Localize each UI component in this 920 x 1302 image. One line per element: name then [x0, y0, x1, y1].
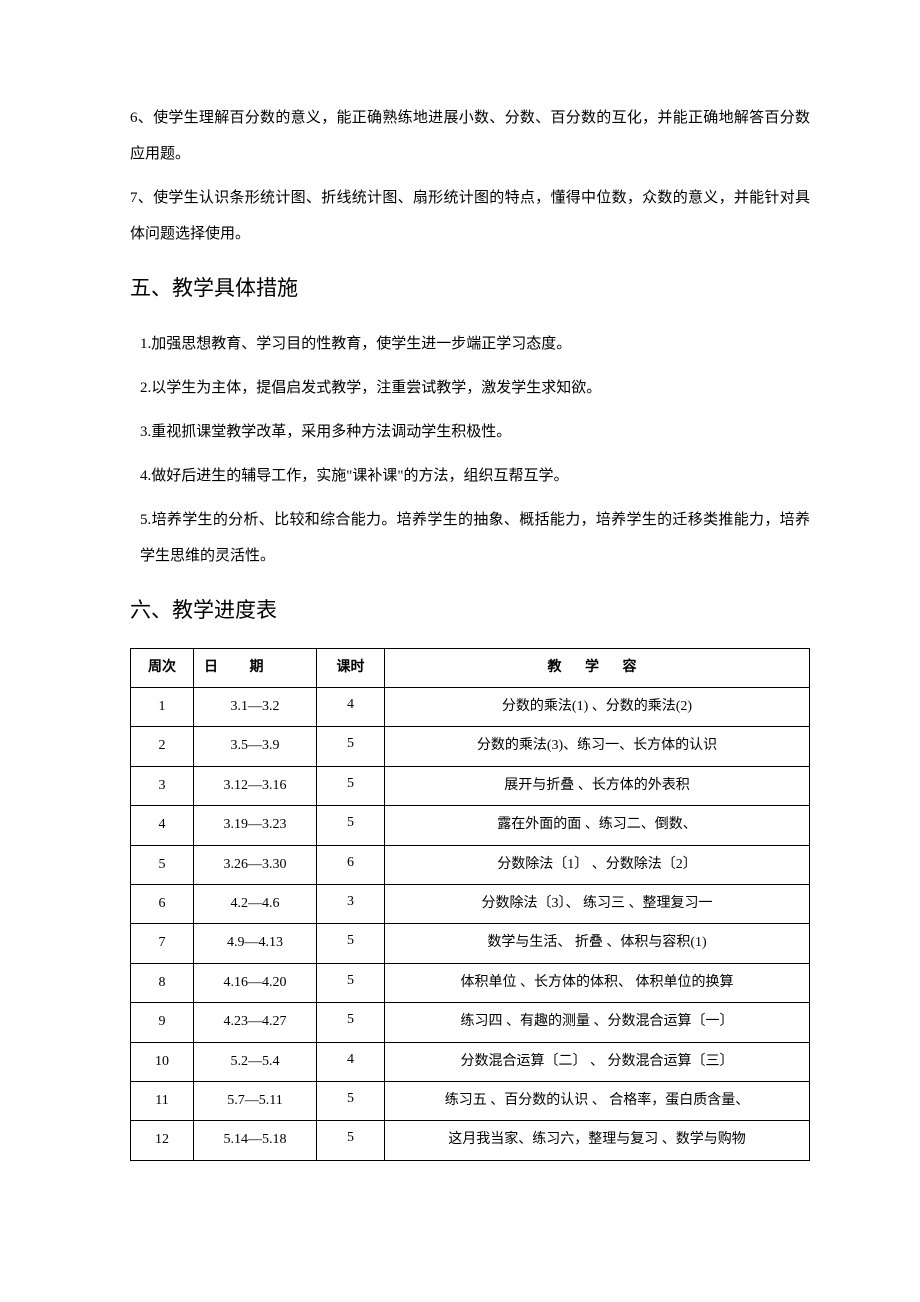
section-6-heading: 六、教学进度表: [130, 592, 810, 630]
cell-content: 展开与折叠 、长方体的外表积: [385, 766, 810, 805]
table-header-row: 周次 日 期 课时 教 学 容: [131, 648, 810, 687]
cell-week: 6: [131, 884, 194, 923]
cell-content: 分数的乘法(1) 、分数的乘法(2): [385, 687, 810, 726]
col-header-content: 教 学 容: [385, 648, 810, 687]
cell-week: 7: [131, 924, 194, 963]
cell-content: 分数混合运算〔二〕 、 分数混合运算〔三〕: [385, 1042, 810, 1081]
cell-week: 10: [131, 1042, 194, 1081]
cell-hours: 5: [317, 1121, 385, 1160]
cell-week: 3: [131, 766, 194, 805]
measure-item-1: 1.加强思想教育、学习目的性教育，使学生进一步端正学习态度。: [130, 326, 810, 362]
cell-hours: 5: [317, 766, 385, 805]
cell-content: 练习四 、有趣的测量 、分数混合运算〔一〕: [385, 1003, 810, 1042]
cell-hours: 5: [317, 1081, 385, 1120]
document-page: 6、使学生理解百分数的意义，能正确熟练地进展小数、分数、百分数的互化，并能正确地…: [0, 0, 920, 1302]
cell-week: 1: [131, 687, 194, 726]
cell-hours: 5: [317, 727, 385, 766]
cell-date: 5.7—5.11: [194, 1081, 317, 1120]
table-row: 5 3.26—3.30 6 分数除法〔1〕 、分数除法〔2〕: [131, 845, 810, 884]
cell-content: 体积单位 、长方体的体积、 体积单位的换算: [385, 963, 810, 1002]
section-5-heading: 五、教学具体措施: [130, 270, 810, 308]
col-header-date-text: 日 期: [200, 657, 314, 679]
cell-hours: 5: [317, 1003, 385, 1042]
cell-date: 4.23—4.27: [194, 1003, 317, 1042]
table-row: 1 3.1—3.2 4 分数的乘法(1) 、分数的乘法(2): [131, 687, 810, 726]
cell-date: 3.5—3.9: [194, 727, 317, 766]
cell-date: 3.19—3.23: [194, 806, 317, 845]
cell-hours: 6: [317, 845, 385, 884]
table-row: 10 5.2—5.4 4 分数混合运算〔二〕 、 分数混合运算〔三〕: [131, 1042, 810, 1081]
cell-week: 9: [131, 1003, 194, 1042]
measure-item-2: 2.以学生为主体，提倡启发式教学，注重尝试教学，激发学生求知欲。: [130, 370, 810, 406]
cell-hours: 5: [317, 963, 385, 1002]
cell-week: 8: [131, 963, 194, 1002]
cell-date: 3.1—3.2: [194, 687, 317, 726]
cell-content: 露在外面的面 、练习二、倒数、: [385, 806, 810, 845]
paragraph-6: 6、使学生理解百分数的意义，能正确熟练地进展小数、分数、百分数的互化，并能正确地…: [130, 100, 810, 172]
table-row: 3 3.12—3.16 5 展开与折叠 、长方体的外表积: [131, 766, 810, 805]
table-row: 12 5.14—5.18 5 这月我当家、练习六，整理与复习 、数学与购物: [131, 1121, 810, 1160]
measure-item-4: 4.做好后进生的辅导工作，实施"课补课"的方法，组织互帮互学。: [130, 458, 810, 494]
cell-date: 4.9—4.13: [194, 924, 317, 963]
table-row: 11 5.7—5.11 5 练习五 、百分数的认识 、 合格率，蛋白质含量、: [131, 1081, 810, 1120]
col-header-hours: 课时: [317, 648, 385, 687]
col-header-date: 日 期: [194, 648, 317, 687]
cell-content: 这月我当家、练习六，整理与复习 、数学与购物: [385, 1121, 810, 1160]
col-header-week: 周次: [131, 648, 194, 687]
cell-content: 数学与生活、 折叠 、体积与容积(1): [385, 924, 810, 963]
measure-item-5: 5.培养学生的分析、比较和综合能力。培养学生的抽象、概括能力，培养学生的迁移类推…: [130, 502, 810, 574]
cell-date: 5.14—5.18: [194, 1121, 317, 1160]
measure-item-3: 3.重视抓课堂教学改革，采用多种方法调动学生积极性。: [130, 414, 810, 450]
table-body: 1 3.1—3.2 4 分数的乘法(1) 、分数的乘法(2) 2 3.5—3.9…: [131, 687, 810, 1160]
table-row: 2 3.5—3.9 5 分数的乘法(3)、练习一、长方体的认识: [131, 727, 810, 766]
table-header: 周次 日 期 课时 教 学 容: [131, 648, 810, 687]
cell-hours: 5: [317, 924, 385, 963]
cell-content: 分数除法〔3〕、 练习三 、整理复习一: [385, 884, 810, 923]
cell-hours: 3: [317, 884, 385, 923]
cell-content: 分数的乘法(3)、练习一、长方体的认识: [385, 727, 810, 766]
cell-hours: 5: [317, 806, 385, 845]
cell-hours: 4: [317, 687, 385, 726]
cell-content: 练习五 、百分数的认识 、 合格率，蛋白质含量、: [385, 1081, 810, 1120]
table-row: 9 4.23—4.27 5 练习四 、有趣的测量 、分数混合运算〔一〕: [131, 1003, 810, 1042]
cell-week: 11: [131, 1081, 194, 1120]
table-row: 6 4.2—4.6 3 分数除法〔3〕、 练习三 、整理复习一: [131, 884, 810, 923]
cell-date: 3.26—3.30: [194, 845, 317, 884]
cell-date: 4.16—4.20: [194, 963, 317, 1002]
table-row: 8 4.16—4.20 5 体积单位 、长方体的体积、 体积单位的换算: [131, 963, 810, 1002]
table-row: 4 3.19—3.23 5 露在外面的面 、练习二、倒数、: [131, 806, 810, 845]
cell-week: 12: [131, 1121, 194, 1160]
cell-week: 5: [131, 845, 194, 884]
cell-hours: 4: [317, 1042, 385, 1081]
paragraph-7: 7、使学生认识条形统计图、折线统计图、扇形统计图的特点，懂得中位数，众数的意义，…: [130, 180, 810, 252]
schedule-table: 周次 日 期 课时 教 学 容 1 3.1—3.2 4 分数的乘法(1) 、分数…: [130, 648, 810, 1161]
cell-week: 4: [131, 806, 194, 845]
cell-week: 2: [131, 727, 194, 766]
cell-content: 分数除法〔1〕 、分数除法〔2〕: [385, 845, 810, 884]
cell-date: 4.2—4.6: [194, 884, 317, 923]
col-header-content-text: 教 学 容: [548, 660, 647, 675]
cell-date: 5.2—5.4: [194, 1042, 317, 1081]
cell-date: 3.12—3.16: [194, 766, 317, 805]
table-row: 7 4.9—4.13 5 数学与生活、 折叠 、体积与容积(1): [131, 924, 810, 963]
